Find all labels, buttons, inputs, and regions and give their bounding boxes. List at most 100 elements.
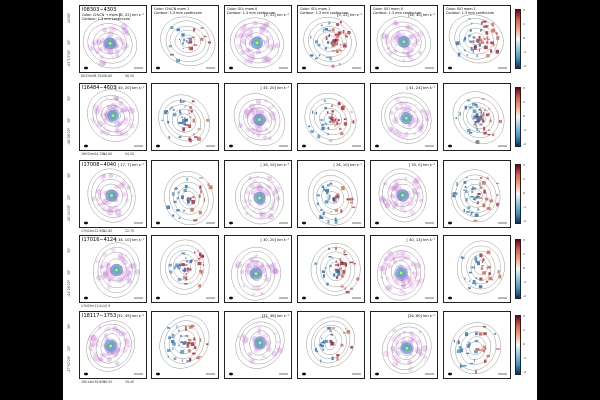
continuum-contours	[235, 171, 285, 225]
dec-tick-label: 35"	[67, 95, 71, 101]
panel-r3-c2	[151, 160, 219, 228]
source-name: I17008−4040	[82, 162, 117, 168]
colorbar-tick-label: 1	[523, 100, 525, 104]
colorbar-tick-label: -2	[523, 370, 526, 374]
continuum-contours	[82, 18, 138, 69]
colorbar-tick-label: 0	[523, 342, 525, 346]
beam-ellipse	[375, 144, 379, 148]
velocity-colorbar	[515, 164, 521, 224]
moment1-velocity	[314, 246, 360, 294]
colorbar-tick-label: 2	[523, 86, 525, 90]
beam-ellipse	[302, 66, 306, 70]
continuum-contours	[159, 239, 210, 295]
panel-r1-c5: Color: SiO mom 0 Contour: 1.3 mm continu…	[370, 5, 438, 73]
continuum-contours	[303, 16, 357, 67]
continuum-contours	[158, 94, 210, 147]
ra-tick-label: 04.50	[125, 152, 135, 156]
colorbar-tick-label: 1	[523, 252, 525, 256]
velocity-range: [18, 30] km s⁻¹	[407, 13, 435, 17]
continuum-contours	[310, 243, 361, 296]
velocity-range: [ 35, 0] km s⁻¹	[408, 163, 435, 167]
continuum-contours	[452, 91, 505, 145]
dec-tick-label: 30"	[67, 269, 71, 275]
colorbar-tick-label: -1	[523, 50, 526, 54]
continuum-contours	[451, 169, 501, 223]
velocity-range: [ 40, 13] km s⁻¹	[406, 238, 435, 242]
ra-tick-label: 04.60	[103, 152, 113, 156]
panel-r4-c1: I17016−4124[ 34, 10] km s⁻¹	[79, 235, 147, 303]
colorbar-tick-label: 1	[523, 328, 525, 332]
dec-tick-label: -41°28'25"	[67, 279, 71, 297]
moment0-emission	[243, 175, 281, 220]
dec-tick-label: -43°13'30"	[67, 49, 71, 67]
continuum-contours	[381, 92, 432, 144]
moment1-velocity	[455, 18, 500, 58]
moment1-velocity	[161, 99, 210, 143]
panel-r4-c2	[151, 235, 219, 303]
panel-r3-c4: [ 26, 10] km s⁻¹	[297, 160, 365, 228]
panel-r2-c4	[297, 83, 365, 151]
panel-r4-c4	[297, 235, 365, 303]
panel-r2-c6	[443, 83, 511, 151]
beam-ellipse	[229, 296, 233, 300]
moment0-emission	[380, 20, 424, 63]
velocity-range: [ 34, 10] km s⁻¹	[115, 238, 144, 242]
continuum-contours	[306, 316, 355, 368]
beam-ellipse	[375, 66, 379, 70]
continuum-contours	[450, 322, 502, 375]
moment0-emission	[87, 23, 130, 67]
panel-r5-c4	[297, 311, 365, 379]
beam-ellipse	[156, 221, 160, 225]
beam-ellipse	[448, 296, 452, 300]
velocity-range: [ 30, 20] km s⁻¹	[260, 238, 289, 242]
beam-ellipse	[302, 144, 306, 148]
moment0-emission	[237, 326, 284, 364]
beam-ellipse	[302, 296, 306, 300]
colorbar-tick-label: -2	[523, 142, 526, 146]
moment1-velocity	[308, 99, 355, 142]
colorbar-tick-label: 2	[523, 314, 525, 318]
figure: I08303−4303 Color: CH₃CN → mom 0 Contour:…	[63, 0, 537, 400]
panel-r5-c6	[443, 311, 511, 379]
moment1-velocity	[455, 98, 503, 145]
continuum-contours	[307, 169, 358, 226]
moment1-velocity	[316, 182, 356, 224]
beam-ellipse	[229, 221, 233, 225]
colorbar-tick-label: -2	[523, 64, 526, 68]
continuum-contours	[304, 92, 357, 146]
dec-tick-label: 25"	[67, 194, 71, 200]
beam-ellipse	[156, 144, 160, 148]
source-name: I18117−1753	[82, 313, 117, 319]
moment0-emission	[95, 247, 141, 290]
panel-r1-c2: Color: CH₃CN mom 1 Contour: 1.3 mm conti…	[151, 5, 219, 73]
velocity-colorbar	[515, 315, 521, 375]
continuum-contours	[230, 17, 284, 69]
column-header: Color: SiO mom 1 Contour: 1.3 mm continu…	[446, 7, 494, 15]
x-axis-label: Right Ascension	[10, 393, 50, 399]
continuum-contours	[382, 322, 432, 374]
colorbar-tick-label: 2	[523, 163, 525, 167]
panel-r2-c3: [ 45, 20] km s⁻¹	[224, 83, 292, 151]
colorbar-tick-label: -1	[523, 128, 526, 132]
colorbar-tick-label: -1	[523, 280, 526, 284]
beam-ellipse	[448, 372, 452, 376]
moment1-velocity	[452, 177, 499, 222]
panel-r3-c6	[443, 160, 511, 228]
velocity-range: [ 41, 24] km s⁻¹	[406, 86, 435, 90]
dec-tick-label: 30"	[67, 323, 71, 329]
source-name: I17016−4124	[82, 237, 117, 243]
panel-r5-c1: I18117−1753 [32, 49] km s⁻¹	[79, 311, 147, 379]
beam-ellipse	[302, 372, 306, 376]
continuum-contours	[159, 315, 210, 369]
beam-ellipse	[84, 221, 88, 225]
continuum-contours	[164, 171, 214, 226]
panel-r1-c1: I08303−4303 Color: CH₃CN → mom 0 Contour:…	[79, 5, 147, 73]
velocity-range: [ 27, 7] km s⁻¹	[117, 163, 144, 167]
dec-tick-label: 45"	[67, 39, 71, 45]
moment1-velocity	[168, 249, 205, 288]
dec-tick-label: -46°08'25"	[67, 127, 71, 145]
ra-tick-label: 10.9	[103, 304, 111, 308]
velocity-range: [ 26, 10] km s⁻¹	[333, 163, 362, 167]
dec-tick-label: 35"	[67, 247, 71, 253]
panel-r4-c5: [ 40, 13] km s⁻¹	[370, 235, 438, 303]
